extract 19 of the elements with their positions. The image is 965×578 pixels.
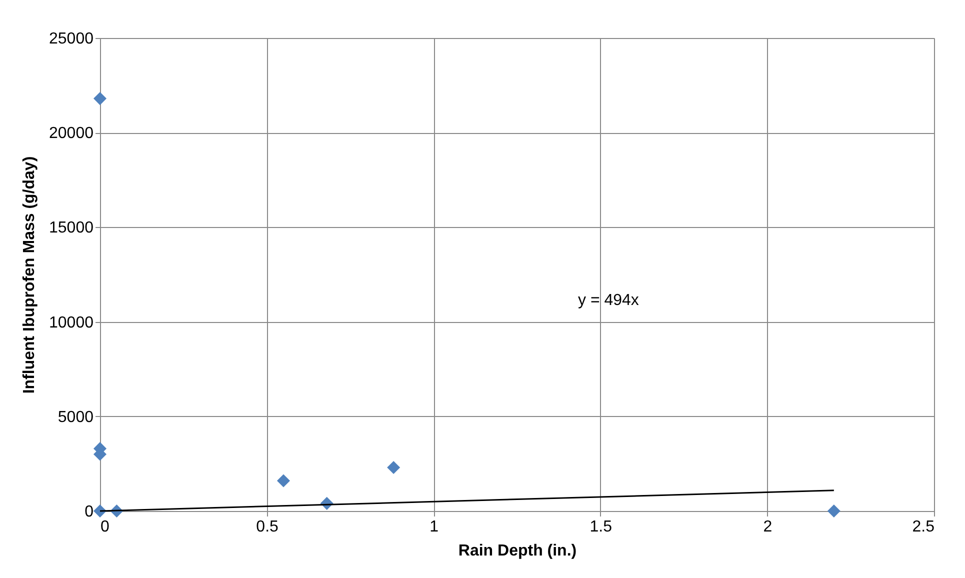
- point: [387, 460, 400, 474]
- annotation: y = 494x: [578, 292, 639, 309]
- x-tick-label: 2.5: [912, 518, 935, 536]
- y-tick-label: 20000: [49, 125, 94, 142]
- y-tick-label: 25000: [49, 30, 94, 48]
- x-tick-label: 1.5: [590, 518, 612, 536]
- x-tick-label: 2: [763, 518, 772, 536]
- y-axis-title: Influent Ibuprofen Mass (g/day): [21, 156, 38, 394]
- x-tick-label: 1: [430, 518, 439, 536]
- x-axis-title: Rain Depth (in.): [458, 542, 577, 560]
- y-tick-label: 0: [84, 504, 94, 520]
- y-tick-label: 10000: [49, 314, 94, 332]
- x-tick-label: 0: [100, 518, 110, 536]
- y-tick-label: 5000: [58, 408, 94, 426]
- point: [93, 92, 107, 106]
- y-tick-label: 15000: [49, 220, 94, 237]
- point: [276, 474, 290, 488]
- x-tick-label: 0.5: [256, 518, 279, 536]
- point: [827, 504, 840, 518]
